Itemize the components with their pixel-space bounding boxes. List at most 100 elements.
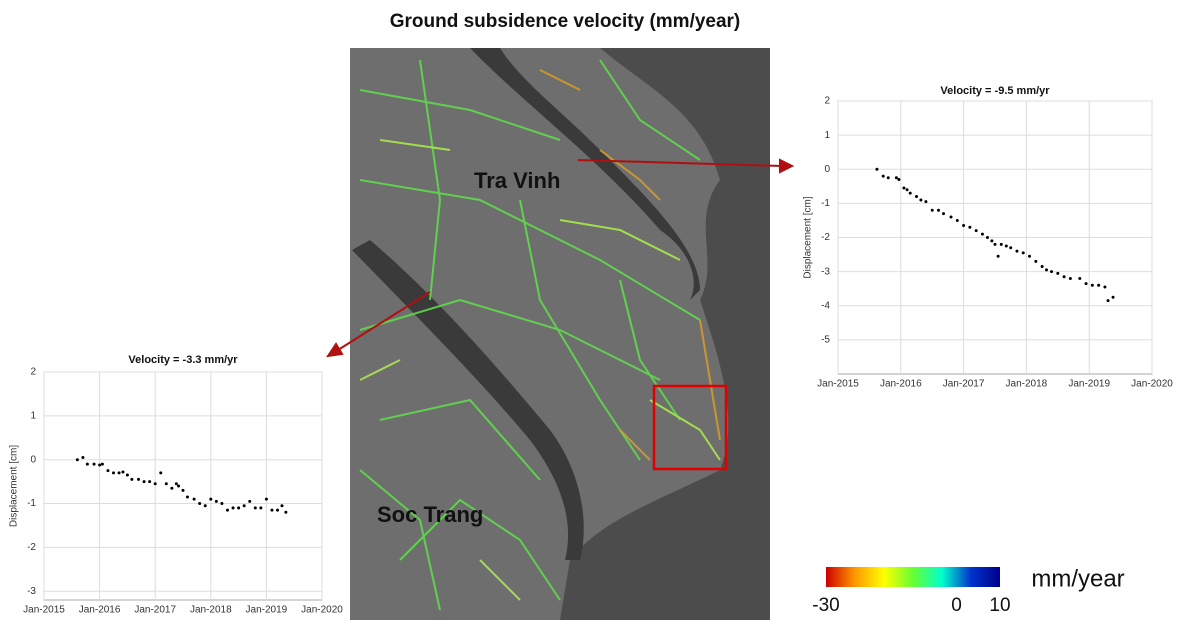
data-point (112, 471, 115, 474)
y-tick-label: 1 (824, 130, 830, 141)
y-tick-label: -2 (821, 232, 830, 243)
data-point (1034, 260, 1037, 263)
data-point (215, 500, 218, 503)
y-tick-label: 2 (30, 367, 36, 378)
figure: Ground subsidence velocity (mm/year) Tra… (0, 0, 1185, 620)
x-tick-label: Jan-2016 (880, 379, 922, 390)
data-point (209, 498, 212, 501)
x-tick-label: Jan-2020 (301, 605, 343, 616)
data-point (1050, 270, 1053, 273)
x-tick-label: Jan-2015 (23, 605, 65, 616)
data-point (148, 480, 151, 483)
data-point (86, 463, 89, 466)
place-label: Tra Vinh (474, 168, 560, 193)
data-point (101, 463, 104, 466)
data-point (121, 470, 124, 473)
data-point (997, 255, 1000, 258)
data-point (1085, 282, 1088, 285)
data-point (159, 471, 162, 474)
data-point (1015, 250, 1018, 253)
data-point (1045, 268, 1048, 271)
data-point (220, 502, 223, 505)
data-point (962, 224, 965, 227)
y-tick-label: 0 (30, 454, 36, 465)
data-point (875, 168, 878, 171)
data-point (270, 509, 273, 512)
data-point (931, 209, 934, 212)
data-point (1069, 277, 1072, 280)
colorbar: mm/year -30010 (812, 565, 1124, 616)
data-point (1005, 245, 1008, 248)
data-point (243, 504, 246, 507)
data-point (259, 506, 262, 509)
data-point (1009, 246, 1012, 249)
data-point (915, 195, 918, 198)
data-point (1000, 243, 1003, 246)
colorbar-tick-label: -30 (812, 595, 839, 616)
arrow-head (328, 344, 342, 356)
y-tick-label: -1 (821, 198, 830, 209)
x-tick-label: Jan-2019 (1068, 379, 1110, 390)
x-tick-label: Jan-2016 (79, 605, 121, 616)
x-tick-label: Jan-2018 (1006, 379, 1048, 390)
figure-title: Ground subsidence velocity (mm/year) (390, 11, 741, 32)
data-point (177, 485, 180, 488)
data-point (276, 509, 279, 512)
data-point (226, 509, 229, 512)
map: Tra Vinh Soc Trang (350, 48, 770, 620)
y-tick-label: -3 (27, 586, 36, 597)
x-tick-label: Jan-2019 (246, 605, 288, 616)
data-point (198, 502, 201, 505)
data-point (93, 463, 96, 466)
data-point (1103, 285, 1106, 288)
x-tick-label: Jan-2017 (943, 379, 985, 390)
y-tick-label: -3 (821, 266, 830, 277)
place-label: Soc Trang (377, 502, 483, 527)
data-point (284, 511, 287, 514)
data-point (1022, 251, 1025, 254)
data-point (232, 506, 235, 509)
data-point (895, 176, 898, 179)
data-point (990, 239, 993, 242)
data-point (968, 226, 971, 229)
data-point (1078, 277, 1081, 280)
y-tick-label: -5 (821, 335, 830, 346)
y-tick-label: -4 (821, 300, 830, 311)
data-point (909, 192, 912, 195)
data-point (924, 200, 927, 203)
y-tick-label: 2 (824, 96, 830, 107)
data-point (902, 187, 905, 190)
chart-title: Velocity = -9.5 mm/yr (940, 85, 1050, 97)
data-point (130, 478, 133, 481)
colorbar-unit: mm/year (1031, 565, 1124, 592)
data-point (106, 469, 109, 472)
data-point (1041, 265, 1044, 268)
data-point (81, 456, 84, 459)
y-tick-label: 0 (824, 164, 830, 175)
data-point (986, 236, 989, 239)
data-point (265, 498, 268, 501)
data-point (118, 471, 121, 474)
data-point (1028, 255, 1031, 258)
y-tick-label: 1 (30, 410, 36, 421)
data-point (143, 480, 146, 483)
data-point (254, 506, 257, 509)
chart-title: Velocity = -3.3 mm/yr (128, 354, 238, 366)
y-tick-label: -1 (27, 498, 36, 509)
data-point (154, 482, 157, 485)
data-point (193, 498, 196, 501)
data-point (248, 500, 251, 503)
data-point (937, 209, 940, 212)
x-tick-label: Jan-2015 (817, 379, 859, 390)
data-point (975, 229, 978, 232)
arrow-head (780, 160, 792, 172)
x-tick-label: Jan-2020 (1131, 379, 1173, 390)
data-point (906, 188, 909, 191)
data-point (165, 482, 168, 485)
data-point (186, 495, 189, 498)
data-point (1107, 299, 1110, 302)
data-point (98, 463, 101, 466)
data-point (897, 178, 900, 181)
data-point (981, 233, 984, 236)
